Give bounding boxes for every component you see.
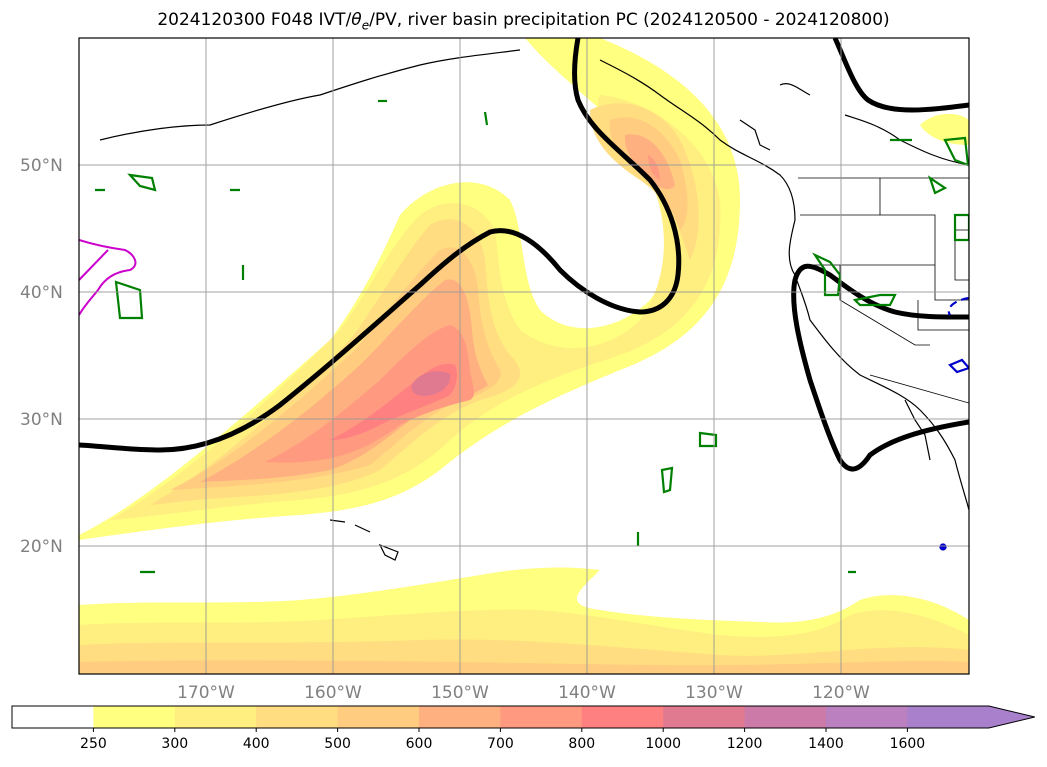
colorbar-segment	[12, 706, 94, 728]
ivt-south-500	[79, 660, 969, 674]
ivt-ne-patch	[920, 113, 969, 145]
ivt-shading	[79, 38, 969, 674]
colorbar-segment	[174, 706, 257, 728]
colorbar-segment	[663, 706, 746, 728]
colorbar-tick-label: 1400	[808, 736, 844, 752]
lon-label-150w: 150°W	[431, 683, 489, 703]
colorbar-segment	[500, 706, 583, 728]
pv-contour-north	[832, 38, 969, 113]
ivt-nw-700	[648, 155, 660, 180]
colorbar: 250 300 400 500 600 700 800 1000 1200 1400 1600	[11, 705, 1035, 752]
colorbar-tick-label: 1600	[890, 736, 926, 752]
colorbar-tick-label: 500	[324, 736, 351, 752]
lon-label-160w: 160°W	[304, 683, 362, 703]
colorbar-segment	[826, 706, 908, 728]
lat-labels: 50°N 40°N 30°N 20°N	[20, 156, 63, 557]
colorbar-segment	[581, 706, 664, 728]
pv-contour-main	[79, 38, 682, 453]
colorbar-segment	[744, 706, 827, 728]
ivt-700-contour	[265, 325, 475, 463]
ivt-1000-contour	[411, 371, 451, 396]
pv-contours	[79, 38, 969, 472]
precip-contours	[95, 99, 969, 574]
chart-title: 2024120300 F048 IVT/θe/PV, river basin p…	[157, 10, 890, 33]
colorbar-segment	[93, 706, 176, 728]
colorbar-tick-label: 1200	[727, 736, 763, 752]
colorbar-segment	[256, 706, 339, 728]
colorbar-tick-label: 400	[243, 736, 270, 752]
colorbar-outline	[11, 705, 1035, 729]
colorbar-tick-label: 1000	[645, 736, 681, 752]
lat-label-50: 50°N	[20, 156, 63, 176]
magenta-contours	[79, 239, 137, 316]
ivt-600-contour	[200, 279, 488, 482]
lon-label-130w: 130°W	[685, 683, 743, 703]
lon-label-140w: 140°W	[558, 683, 616, 703]
coastlines	[99, 49, 969, 561]
lon-label-120w: 120°W	[812, 683, 870, 703]
lon-labels: 170°W 160°W 150°W 140°W 130°W 120°W	[177, 683, 870, 703]
colorbar-tick-label: 300	[161, 736, 188, 752]
pv-contour-east	[791, 263, 969, 472]
colorbar-extend-arrow	[988, 706, 1035, 728]
colorbar-segment	[419, 706, 501, 728]
map-frame	[78, 37, 970, 675]
lat-label-30: 30°N	[20, 410, 63, 430]
colorbar-tick-label: 250	[80, 736, 107, 752]
graticule	[79, 38, 969, 674]
lat-label-40: 40°N	[20, 283, 63, 303]
lat-label-20: 20°N	[20, 537, 63, 557]
colorbar-tick-label: 600	[406, 736, 433, 752]
lon-label-170w: 170°W	[177, 683, 235, 703]
colorbar-segment	[337, 706, 420, 728]
colorbar-segment	[907, 706, 990, 728]
colorbar-tick-label: 700	[487, 736, 514, 752]
colorbar-tick-label: 800	[568, 736, 595, 752]
